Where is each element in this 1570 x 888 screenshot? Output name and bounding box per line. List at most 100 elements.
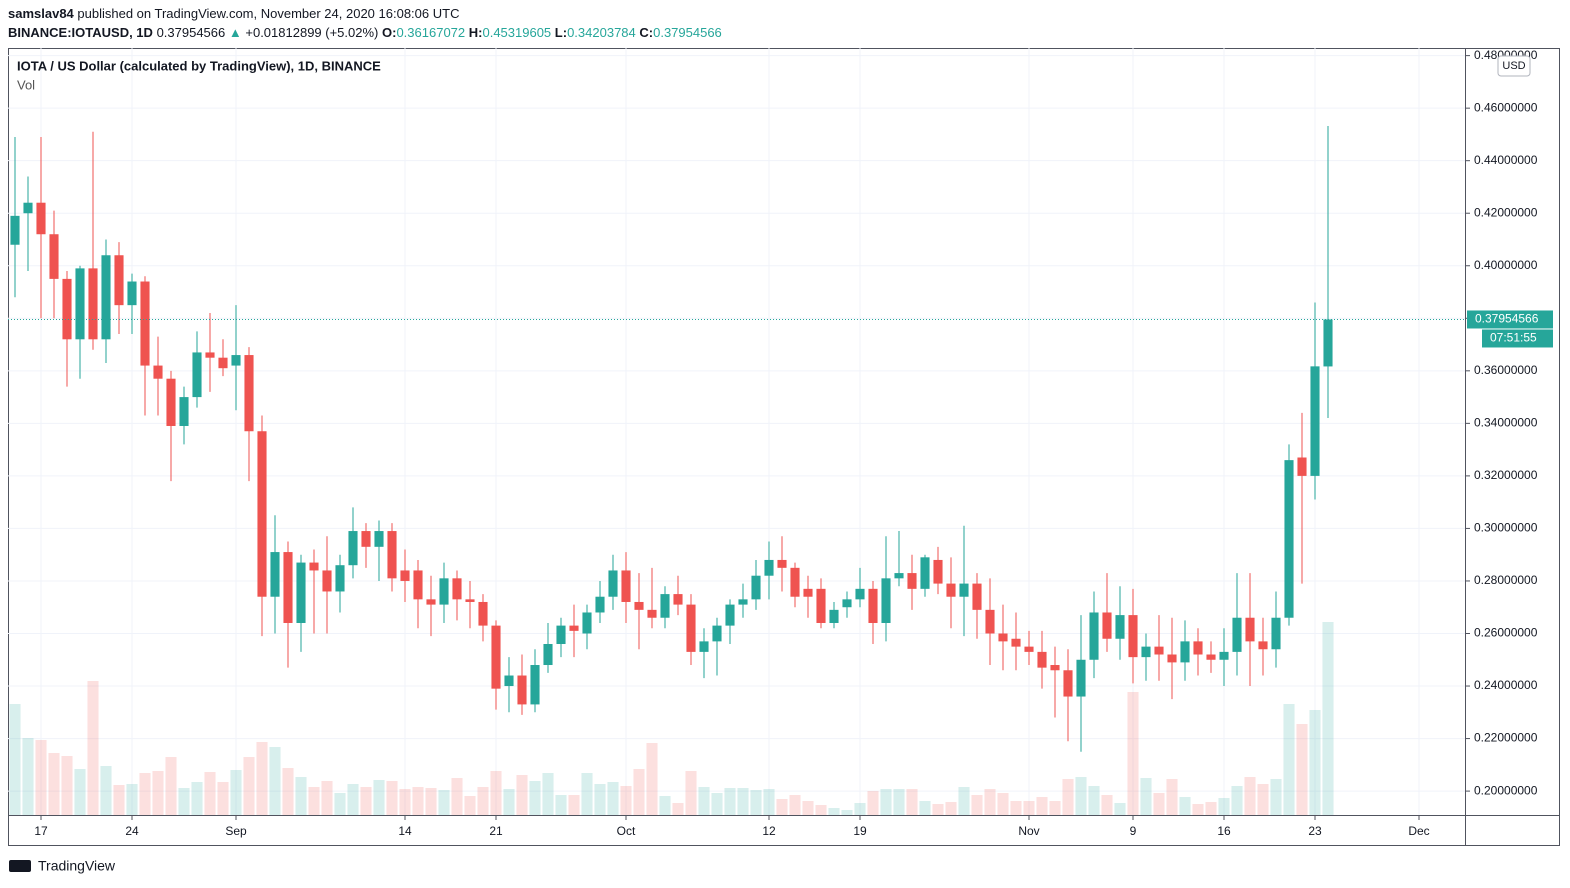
candle-body: [244, 355, 254, 432]
volume-bar: [750, 790, 762, 815]
volume-bar: [516, 775, 528, 815]
candle-body: [556, 625, 566, 645]
volume-bar: [1166, 779, 1178, 815]
candle-body: [465, 599, 475, 602]
last: 0.37954566: [156, 25, 226, 40]
candle-body: [920, 557, 930, 589]
candle-body: [1037, 651, 1047, 668]
x-tick-label: Nov: [1018, 824, 1039, 838]
volume-bar: [802, 801, 814, 815]
volume-bar: [217, 782, 229, 815]
candle-body: [1167, 654, 1177, 663]
candle-body: [1284, 460, 1294, 618]
candle-body: [595, 596, 605, 613]
candle-body: [504, 675, 514, 687]
candle-body: [621, 570, 631, 602]
candle-body: [205, 352, 215, 358]
l: 0.34203784: [567, 25, 636, 40]
candle-body: [309, 562, 319, 571]
y-tick-label: 0.46000000: [1474, 100, 1538, 114]
volume-bar: [22, 738, 34, 815]
countdown-box: [1482, 329, 1553, 348]
x-tick-label: Sep: [225, 824, 247, 838]
candle-body: [634, 601, 644, 610]
candle-body: [1128, 615, 1138, 658]
volume-bar: [9, 704, 21, 815]
volume-bar: [555, 795, 567, 815]
candle-body: [1076, 659, 1086, 697]
candle-body: [1050, 665, 1060, 671]
candle-body: [1219, 651, 1229, 660]
volume-bar: [672, 803, 684, 815]
volume-bar: [1023, 801, 1035, 815]
volume-bar: [971, 795, 983, 815]
candle-body: [361, 531, 371, 547]
candle-body: [140, 281, 150, 366]
x-tick-label: 21: [489, 824, 503, 838]
candle-body: [231, 355, 241, 366]
volume-bar: [1296, 724, 1308, 815]
volume-bar: [1309, 710, 1321, 815]
candle-body: [218, 357, 228, 369]
volume-bar: [48, 753, 60, 815]
volume-bar: [503, 789, 515, 815]
y-tick-label: 0.30000000: [1474, 521, 1538, 535]
y-tick-label: 0.28000000: [1474, 573, 1538, 587]
candle-body: [426, 599, 436, 605]
chart-frame: [8, 48, 1560, 846]
countdown: 07:51:55: [1490, 331, 1537, 345]
volume-bar: [711, 793, 723, 815]
author: samslav84: [8, 6, 74, 21]
y-tick-label: 0.32000000: [1474, 468, 1538, 482]
volume-bar: [1218, 798, 1230, 815]
candle-body: [582, 612, 592, 634]
candle-body: [192, 352, 202, 398]
volume-bar: [620, 786, 632, 815]
candle-body: [569, 625, 579, 631]
currency: USD: [1502, 60, 1525, 72]
volume-bar: [1010, 801, 1022, 815]
candle-body: [686, 604, 696, 652]
candle-body: [127, 281, 137, 306]
candle-body: [88, 268, 98, 340]
candle-body: [946, 583, 956, 597]
candle-body: [1024, 646, 1034, 652]
o-label: O:: [382, 25, 397, 40]
candle-body: [49, 234, 59, 279]
candle-body: [114, 255, 124, 306]
candle-body: [1154, 646, 1164, 655]
candle-body: [673, 594, 683, 605]
x-tick-label: Dec: [1408, 824, 1429, 838]
volume-bar: [61, 756, 73, 815]
candle-body: [725, 604, 735, 626]
volume-bar: [321, 781, 333, 815]
candle-body: [75, 268, 85, 340]
volume-bar: [867, 791, 879, 815]
h-label: H:: [468, 25, 483, 40]
volume-bar: [841, 810, 853, 815]
symbol-line: BINANCE:IOTAUSD, 1D 0.37954566 ▲ +0.0181…: [8, 25, 722, 40]
candle-body: [894, 573, 904, 579]
candle-body: [985, 609, 995, 634]
volume-bar: [1153, 793, 1165, 815]
candle-body: [1323, 319, 1333, 367]
volume-bar: [126, 784, 138, 815]
volume-bar: [295, 777, 307, 815]
y-tick-label: 0.40000000: [1474, 258, 1538, 272]
candle-body: [1063, 670, 1073, 697]
x-tick-label: 17: [34, 824, 48, 838]
candle-body: [1310, 366, 1320, 476]
volume-bar: [386, 781, 398, 815]
volume-bar: [724, 788, 736, 815]
y-tick-label: 0.42000000: [1474, 205, 1538, 219]
candle-body: [1089, 612, 1099, 660]
volume-bar: [594, 784, 606, 815]
candle-body: [530, 665, 540, 705]
candle-body: [738, 599, 748, 605]
volume-bar: [464, 796, 476, 815]
y-tick-label: 0.34000000: [1474, 416, 1538, 430]
volume-bar: [100, 766, 112, 815]
candle-body: [660, 594, 670, 618]
x-tick-label: 19: [853, 824, 867, 838]
x-tick-label: Oct: [617, 824, 636, 838]
